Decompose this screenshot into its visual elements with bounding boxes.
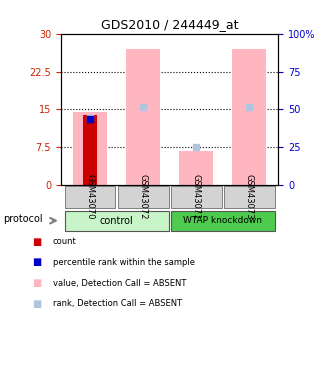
Text: GSM43070: GSM43070 bbox=[85, 174, 94, 220]
Text: GSM43073: GSM43073 bbox=[245, 174, 254, 220]
FancyBboxPatch shape bbox=[65, 186, 116, 209]
Text: percentile rank within the sample: percentile rank within the sample bbox=[53, 258, 195, 267]
Bar bbox=[73, 112, 107, 185]
Text: ■: ■ bbox=[32, 299, 41, 309]
Bar bbox=[232, 49, 267, 185]
Text: value, Detection Call = ABSENT: value, Detection Call = ABSENT bbox=[53, 279, 186, 288]
Text: GSM43071: GSM43071 bbox=[192, 174, 201, 220]
Text: GDS2010 / 244449_at: GDS2010 / 244449_at bbox=[101, 18, 238, 31]
Bar bbox=[179, 151, 213, 185]
Text: GSM43072: GSM43072 bbox=[139, 174, 148, 220]
Text: WTAP knockdown: WTAP knockdown bbox=[183, 216, 262, 225]
Bar bbox=[126, 49, 160, 185]
Text: count: count bbox=[53, 237, 76, 246]
Text: ■: ■ bbox=[32, 278, 41, 288]
Text: control: control bbox=[100, 216, 133, 226]
Text: ■: ■ bbox=[32, 237, 41, 247]
FancyBboxPatch shape bbox=[117, 186, 169, 209]
FancyBboxPatch shape bbox=[171, 186, 222, 209]
FancyBboxPatch shape bbox=[65, 211, 169, 231]
Bar bbox=[83, 114, 97, 185]
FancyBboxPatch shape bbox=[171, 211, 275, 231]
Text: ■: ■ bbox=[32, 258, 41, 267]
Text: rank, Detection Call = ABSENT: rank, Detection Call = ABSENT bbox=[53, 299, 182, 308]
Text: protocol: protocol bbox=[3, 214, 43, 224]
FancyBboxPatch shape bbox=[224, 186, 275, 209]
